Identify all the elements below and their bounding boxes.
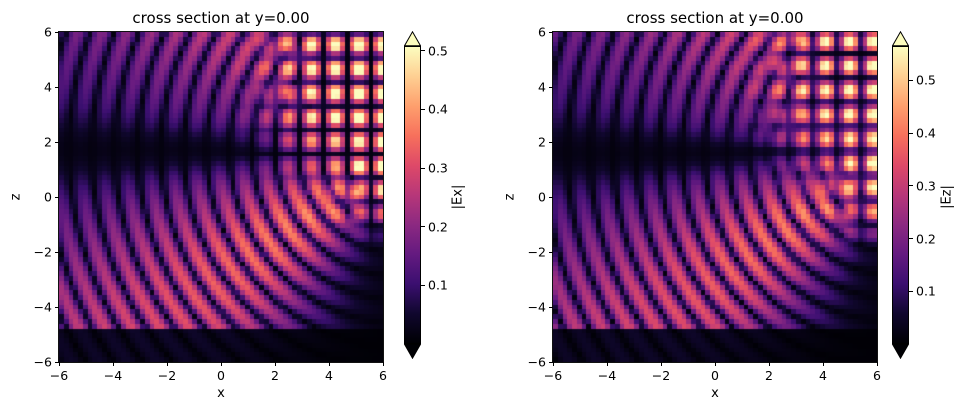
panel-ez-title: cross section at y=0.00: [626, 9, 804, 27]
colorbar-tick-label: 0.3: [428, 160, 448, 176]
x-tick-label: 4: [819, 368, 827, 383]
ez-colorbar: [892, 46, 909, 344]
x-tick-mark: [768, 362, 770, 366]
x-tick-label: 2: [765, 368, 773, 383]
colorbar-tick-mark: [421, 284, 425, 286]
z-tick-mark: [549, 196, 553, 198]
x-tick-label: 0: [711, 368, 719, 383]
z-tick-label: −2: [33, 244, 52, 260]
z-tick-label: 0: [538, 189, 546, 205]
x-tick-label: 2: [271, 368, 279, 383]
z-tick-label: 4: [538, 79, 546, 95]
x-tick-mark: [58, 362, 60, 366]
x-tick-label: 6: [379, 368, 387, 383]
x-tick-label: 4: [325, 368, 333, 383]
z-tick-mark: [549, 361, 553, 363]
x-tick-label: −6: [543, 368, 563, 383]
z-tick-mark: [549, 141, 553, 143]
ex-colorbar-upper-arrow: [404, 31, 421, 46]
ex-colorbar-label: |Ex|: [450, 184, 466, 210]
colorbar-tick-label: 0.4: [916, 125, 936, 141]
x-tick-mark: [552, 362, 554, 366]
z-tick-mark: [549, 251, 553, 253]
colorbar-tick-label: 0.1: [916, 283, 936, 299]
x-tick-mark: [220, 362, 222, 366]
x-tick-mark: [606, 362, 608, 366]
z-tick-mark: [55, 141, 59, 143]
colorbar-tick-mark: [909, 238, 913, 239]
z-tick-mark: [55, 306, 59, 308]
x-tick-mark: [822, 362, 824, 366]
z-tick-label: 0: [44, 189, 52, 205]
x-tick-mark: [112, 362, 114, 366]
z-tick-label: 2: [44, 134, 52, 150]
z-tick-label: −6: [33, 354, 52, 370]
ez-heatmap: [552, 31, 878, 363]
x-tick-mark: [166, 362, 168, 366]
x-tick-label: 6: [873, 368, 881, 383]
colorbar-tick-mark: [909, 79, 913, 81]
x-tick-mark: [274, 362, 276, 366]
x-tick-label: −2: [651, 368, 671, 383]
ex-heatmap: [58, 31, 384, 363]
x-tick-mark: [714, 362, 716, 366]
colorbar-tick-mark: [909, 132, 913, 134]
z-tick-label: −4: [527, 299, 546, 315]
z-tick-mark: [55, 86, 59, 88]
z-tick-mark: [55, 251, 59, 253]
z-tick-label: 6: [538, 24, 546, 40]
panel-ex-title: cross section at y=0.00: [132, 9, 310, 27]
x-tick-mark: [660, 362, 662, 366]
ex-colorbar-lower-arrow: [404, 344, 421, 359]
z-tick-mark: [55, 31, 59, 33]
ex-colorbar: [404, 46, 421, 344]
colorbar-tick-mark: [421, 167, 425, 169]
colorbar-tick-mark: [909, 185, 913, 187]
z-tick-label: 2: [538, 134, 546, 150]
x-tick-label: −6: [49, 368, 69, 383]
z-tick-mark: [549, 31, 553, 33]
z-tick-label: 6: [44, 24, 52, 40]
colorbar-tick-mark: [421, 50, 425, 52]
colorbar-tick-label: 0.2: [428, 219, 448, 235]
colorbar-tick-mark: [909, 290, 913, 292]
z-tick-label: −4: [33, 299, 52, 315]
x-tick-label: −4: [103, 368, 123, 383]
z-tick-mark: [549, 86, 553, 88]
colorbar-tick-label: 0.3: [916, 178, 936, 194]
x-tick-mark: [382, 362, 384, 366]
colorbar-tick-label: 0.1: [428, 277, 448, 293]
z-tick-mark: [55, 196, 59, 198]
ez-x-axis-label: x: [711, 386, 719, 401]
colorbar-tick-mark: [421, 226, 425, 228]
ez-colorbar-upper-arrow: [892, 31, 909, 46]
z-tick-mark: [55, 361, 59, 363]
colorbar-tick-label: 0.2: [916, 231, 936, 246]
ez-colorbar-lower-arrow: [892, 344, 909, 359]
z-tick-mark: [549, 306, 553, 308]
x-tick-label: −2: [157, 368, 177, 383]
ez-colorbar-label: |Ez|: [939, 185, 955, 209]
colorbar-tick-mark: [421, 108, 425, 110]
z-tick-label: −2: [527, 244, 546, 260]
z-tick-label: −6: [527, 354, 546, 370]
ex-x-axis-label: x: [217, 386, 225, 401]
x-tick-mark: [876, 362, 878, 366]
x-tick-label: 0: [217, 368, 225, 383]
z-tick-label: 4: [44, 79, 52, 95]
x-tick-label: −4: [597, 368, 617, 383]
colorbar-tick-label: 0.5: [428, 43, 448, 59]
colorbar-tick-label: 0.4: [428, 101, 448, 117]
colorbar-tick-label: 0.5: [916, 72, 936, 88]
x-tick-mark: [328, 362, 330, 366]
